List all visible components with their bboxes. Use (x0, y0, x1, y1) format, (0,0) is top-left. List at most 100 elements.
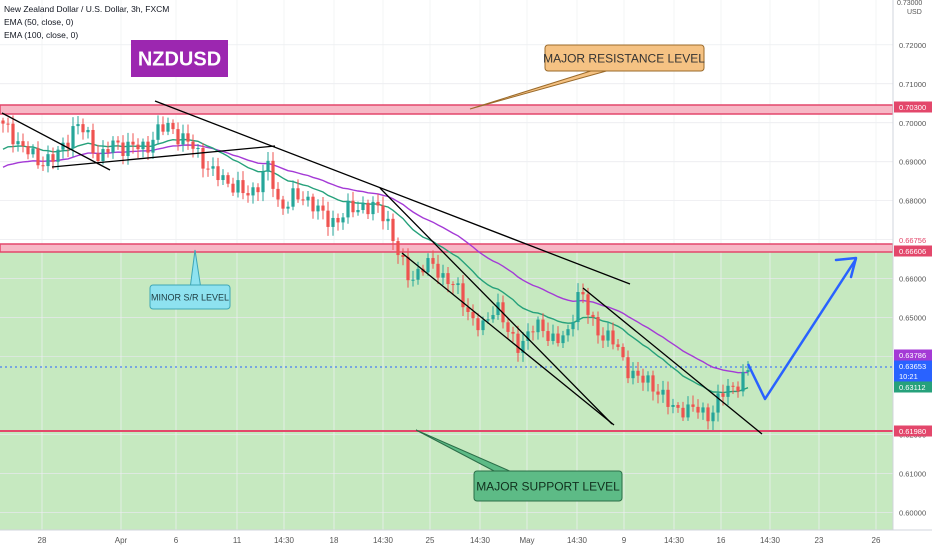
ema-100-legend[interactable]: EMA (100, close, 0) (4, 30, 78, 40)
candle-body (326, 210, 330, 227)
candle-body (361, 202, 365, 211)
time-ticks: 28 Apr 6 11 14:30 18 14:30 25 14:30 May 14:30 9 14:3… (38, 536, 881, 545)
candle-body (221, 175, 225, 181)
candle-body (716, 393, 720, 413)
major-resistance-callout[interactable] (544, 44, 705, 72)
trendline-5[interactable] (582, 287, 763, 435)
candle-body (546, 331, 550, 341)
minor-sr-callout[interactable] (149, 284, 231, 310)
candle-body (86, 129, 90, 133)
candle-body (576, 292, 580, 323)
candle-body (691, 404, 695, 407)
candle-body (626, 357, 630, 379)
ema-50-legend[interactable]: EMA (50, close, 0) (4, 17, 74, 27)
trendline-3[interactable] (154, 100, 631, 285)
price-badge-label: 0.70300 (899, 103, 926, 112)
price-badge (894, 245, 932, 257)
candle-body (11, 123, 15, 145)
candle-body (116, 140, 120, 143)
candle-body (191, 141, 195, 149)
candle-body (106, 149, 110, 153)
candle-body (581, 292, 585, 295)
time-tick-label: 14:30 (274, 536, 295, 545)
price-badge-label: 0.61980 (899, 427, 926, 436)
candle-body (91, 129, 95, 154)
candle-body (661, 389, 665, 395)
channel-lower-line[interactable] (401, 252, 615, 426)
candle-body (436, 263, 440, 278)
minor-sr-label: MINOR S/R LEVEL (151, 293, 229, 303)
candle-body (161, 124, 165, 132)
price-tick-label: 0.68000 (899, 197, 926, 206)
candle-body (446, 273, 450, 285)
candle-body (486, 319, 490, 321)
price-badge-label: 10:21 (899, 372, 918, 381)
price-axis-top-cut: 0.73000 (897, 0, 922, 7)
candle-body (306, 196, 310, 201)
candle-body (251, 187, 255, 196)
price-badge (894, 234, 932, 246)
price-tick-label: 0.60000 (899, 508, 926, 517)
candle-body (416, 268, 420, 280)
price-tick-label: 0.71000 (899, 80, 926, 89)
major-support-callout[interactable] (473, 470, 623, 502)
candle-body (346, 200, 350, 218)
candle-body (381, 205, 385, 222)
symbol-badge (131, 40, 228, 77)
candle-body (491, 315, 495, 320)
candle-body (671, 404, 675, 407)
time-tick-label: 14:30 (567, 536, 588, 545)
candle-body (186, 133, 190, 142)
candle-body (406, 256, 410, 281)
candle-body (131, 141, 135, 145)
trendline-2[interactable] (51, 145, 276, 168)
candle-body (506, 322, 510, 332)
time-axis[interactable] (0, 530, 932, 550)
candle-body (431, 258, 435, 264)
time-tick-label: 16 (717, 536, 726, 545)
candle-body (231, 183, 235, 193)
candle-body (481, 320, 485, 331)
candle-body (31, 148, 35, 155)
candle-body (136, 144, 140, 150)
candle-body (71, 126, 75, 149)
time-tick-label: 14:30 (760, 536, 781, 545)
candle-body (556, 333, 560, 344)
trendline-1[interactable] (1, 112, 111, 171)
candle-body (256, 187, 260, 193)
candle-body (651, 375, 655, 392)
candle-body (656, 391, 660, 395)
time-tick-label: 14:30 (373, 536, 394, 545)
candle-body (511, 331, 515, 334)
candle-body (176, 129, 180, 145)
price-badge (894, 381, 932, 393)
price-badge (894, 101, 932, 113)
candle-body (701, 407, 705, 413)
candle-body (271, 160, 275, 189)
trendlines (1, 100, 763, 435)
candle-body (536, 319, 540, 333)
candle-body (606, 330, 610, 341)
candle-body (316, 205, 320, 212)
candle-body (641, 375, 645, 383)
candle-body (226, 175, 230, 184)
candle-body (126, 141, 130, 157)
candle-body (596, 317, 600, 336)
price-axis[interactable] (893, 0, 932, 530)
candle-body (341, 217, 345, 223)
candle-body (301, 199, 305, 201)
candle-body (376, 201, 380, 206)
candle-body (591, 314, 595, 318)
candle-body (721, 393, 725, 397)
candle-body (201, 148, 205, 169)
price-tick-label: 0.72000 (899, 41, 926, 50)
time-tick-label: 9 (622, 536, 627, 545)
candle-body (746, 370, 750, 373)
price-tick-label: 0.61000 (899, 469, 926, 478)
candle-body (426, 258, 430, 273)
price-badges: 0.70300 0.66756 0.66606 0.63786 0.6365310:21… (894, 101, 932, 437)
price-badge (894, 349, 932, 361)
trendline-4[interactable] (379, 187, 613, 425)
price-tick-label: 0.66000 (899, 275, 926, 284)
